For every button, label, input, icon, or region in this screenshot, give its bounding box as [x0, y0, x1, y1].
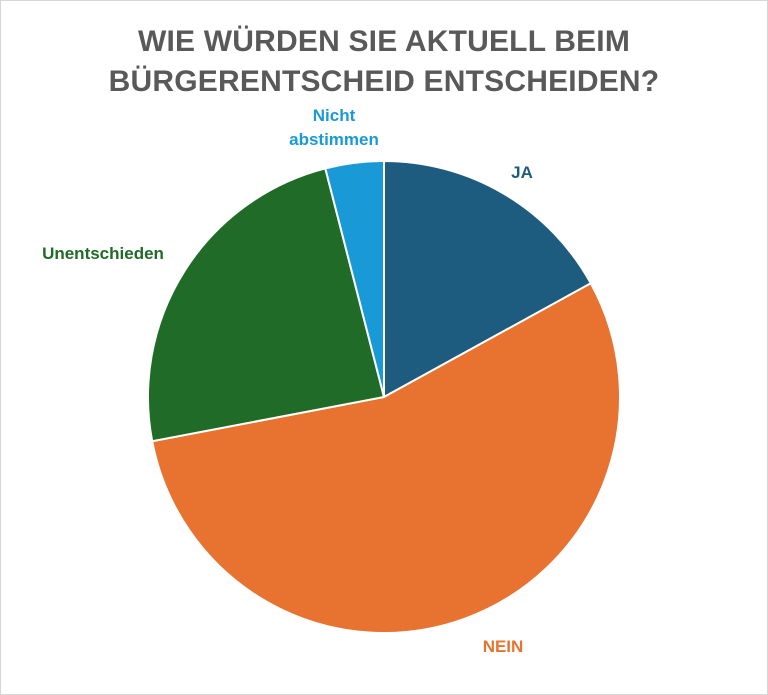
pie-slice [383, 159, 593, 399]
chart-title-line-2: BÜRGERENTSCHEID ENTSCHEIDEN? [108, 65, 660, 98]
pie-slice [151, 281, 621, 634]
slice-label: Unentschieden [42, 244, 164, 263]
chart-title-line-1: WIE WÜRDEN SIE AKTUELL BEIM [137, 25, 631, 58]
slice-label: NEIN [483, 637, 524, 656]
pie-slice [324, 159, 385, 398]
slice-label: JA [511, 163, 533, 182]
pie-slice [147, 167, 386, 443]
pie-labels: JA NEIN Unentschieden Nicht abstimmen [42, 106, 533, 656]
slice-label: Nicht abstimmen [289, 106, 379, 149]
chart-title: WIE WÜRDEN SIE AKTUELL BEIM BÜRGERENTSCH… [0, 22, 768, 102]
pie-slices [147, 159, 621, 634]
